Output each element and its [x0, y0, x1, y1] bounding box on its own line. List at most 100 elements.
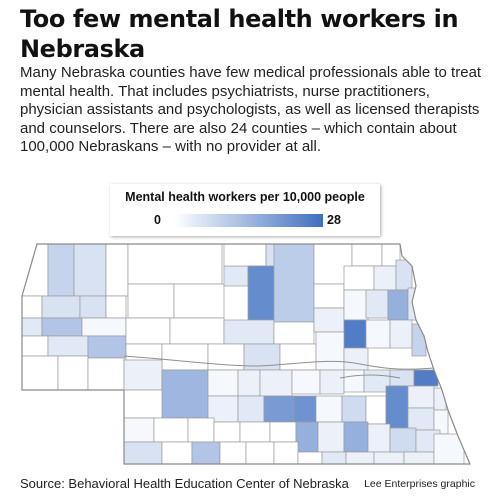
county-shape — [161, 441, 193, 464]
county-shape — [341, 395, 367, 423]
county-shape — [365, 289, 389, 319]
county-shape — [125, 317, 171, 345]
county-shape — [343, 289, 369, 321]
county-shape — [295, 421, 319, 453]
county-shape — [269, 421, 297, 443]
county-shape — [123, 359, 163, 391]
legend: Mental health workers per 10,000 people … — [110, 184, 380, 236]
county-shape — [259, 369, 293, 397]
county-shape — [343, 347, 369, 371]
legend-color-ramp — [174, 214, 323, 227]
county-shape — [395, 259, 413, 291]
state-outline — [21, 243, 471, 465]
county-shape — [239, 421, 271, 443]
county-shape — [317, 421, 345, 453]
county-shape — [105, 244, 129, 297]
county-shape — [315, 395, 343, 423]
county-shape — [367, 423, 391, 453]
county-shape — [223, 244, 267, 267]
county-shape — [123, 441, 163, 464]
source-note: Source: Behavioral Health Education Cent… — [20, 476, 349, 491]
county-shape — [247, 265, 275, 321]
county-shape — [127, 244, 223, 285]
county-shape — [123, 389, 163, 419]
county-shape — [343, 369, 365, 393]
county-shape — [87, 335, 127, 359]
county-shape — [22, 295, 43, 319]
county-shape — [313, 283, 345, 309]
county-shape — [173, 283, 225, 319]
county-shape — [313, 307, 345, 333]
graphic-credit: Lee Enterprises graphic — [364, 478, 475, 490]
county-shape — [345, 451, 375, 464]
deck-text: Many Nebraska counties have few medical … — [20, 64, 482, 155]
county-shape — [389, 319, 413, 349]
county-shape — [387, 289, 409, 321]
nebraska-county-map — [21, 243, 471, 465]
county-shape — [81, 317, 127, 337]
county-shape — [385, 385, 409, 429]
county-shape — [407, 385, 435, 409]
county-shape — [389, 427, 417, 453]
river-line — [123, 355, 435, 370]
county-shape — [57, 355, 89, 391]
county-shape — [237, 395, 265, 423]
county-shape — [207, 343, 245, 371]
county-shape — [223, 319, 275, 345]
county-shape — [213, 421, 241, 443]
county-shape — [343, 265, 375, 291]
county-shape — [273, 321, 315, 345]
county-shape — [123, 417, 155, 443]
county-shape — [47, 244, 75, 297]
county-shape — [351, 244, 383, 267]
county-shape — [105, 295, 127, 319]
county-shape — [411, 323, 427, 357]
county-shape — [191, 441, 221, 464]
county-shape — [273, 244, 315, 323]
county-shape — [41, 295, 81, 319]
county-shape — [73, 244, 107, 297]
legend-max-label: 28 — [327, 213, 341, 227]
county-shape — [41, 317, 83, 337]
county-shape — [79, 295, 107, 319]
county-shape — [22, 335, 49, 357]
legend-title: Mental health workers per 10,000 people — [125, 190, 365, 204]
county-shape — [22, 317, 43, 337]
county-shape — [373, 451, 405, 464]
headline: Too few mental health workers in Nebrask… — [20, 5, 459, 63]
county-shape — [207, 369, 239, 397]
county-shape — [373, 265, 397, 291]
county-shape — [403, 451, 435, 464]
river-lines — [123, 355, 435, 379]
county-shape — [223, 265, 249, 287]
county-shape — [87, 357, 125, 391]
county-shape — [343, 319, 367, 349]
county-shape — [365, 319, 391, 349]
county-shape — [22, 355, 59, 391]
county-shape — [279, 343, 317, 371]
county-shape — [161, 343, 209, 371]
county-shape — [263, 395, 295, 423]
legend-min-label: 0 — [154, 213, 161, 227]
county-shape — [293, 395, 317, 423]
county-shape — [237, 369, 261, 397]
river-line — [339, 374, 401, 379]
county-shape — [219, 441, 247, 464]
county-shape — [343, 421, 369, 453]
county-shape — [169, 317, 225, 345]
county-shape — [245, 441, 275, 464]
county-shape — [315, 331, 345, 371]
county-shape — [297, 451, 323, 464]
county-shape — [389, 369, 415, 387]
county-shape — [153, 417, 189, 443]
county-shape — [161, 369, 209, 419]
county-shape — [273, 441, 299, 464]
county-shape — [47, 335, 89, 357]
county-shape — [187, 417, 215, 443]
county-shape — [127, 283, 175, 319]
county-shape — [407, 407, 435, 431]
county-shape — [365, 395, 387, 425]
county-shape — [321, 451, 347, 464]
county-shape — [319, 369, 345, 395]
county-shape — [291, 369, 321, 395]
